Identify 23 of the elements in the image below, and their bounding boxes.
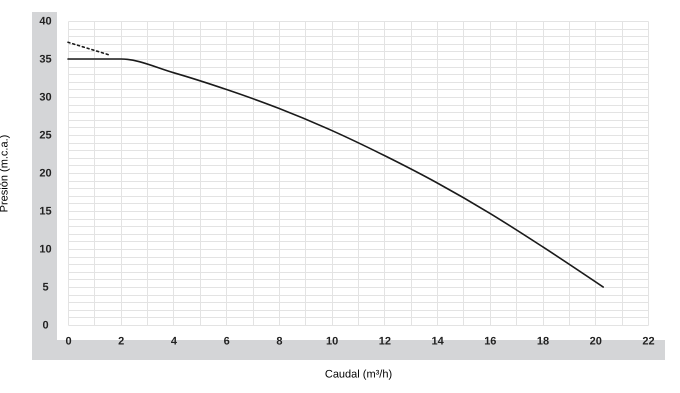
x-tick-label: 14 bbox=[431, 336, 445, 348]
x-tick-label: 6 bbox=[224, 336, 230, 348]
x-tick-label: 12 bbox=[378, 336, 391, 348]
x-tick-label: 8 bbox=[276, 336, 282, 348]
y-tick-label: 15 bbox=[39, 206, 52, 218]
line-series bbox=[67, 58, 604, 288]
x-tick-label: 16 bbox=[484, 336, 496, 348]
y-tick-label: 25 bbox=[39, 130, 52, 142]
x-tick-label: 2 bbox=[118, 336, 124, 348]
x-tick-label: 18 bbox=[536, 336, 550, 348]
y-tick-label: 30 bbox=[39, 92, 52, 104]
x-tick-label: 20 bbox=[590, 336, 602, 348]
x-tick-label: 10 bbox=[326, 336, 338, 348]
y-tick-label: 0 bbox=[42, 320, 49, 332]
y-tick-label: 35 bbox=[39, 54, 52, 66]
x-axis-title: Caudal (m³/h) bbox=[324, 368, 392, 380]
x-tick-label: 22 bbox=[642, 336, 655, 348]
x-tick-label: 0 bbox=[65, 336, 72, 348]
y-tick-label: 5 bbox=[42, 282, 49, 294]
y-tick-label: 10 bbox=[39, 244, 52, 256]
y-tick-label: 20 bbox=[39, 168, 52, 180]
y-tick-label: 40 bbox=[39, 16, 52, 28]
x-tick-label: 4 bbox=[170, 336, 178, 348]
